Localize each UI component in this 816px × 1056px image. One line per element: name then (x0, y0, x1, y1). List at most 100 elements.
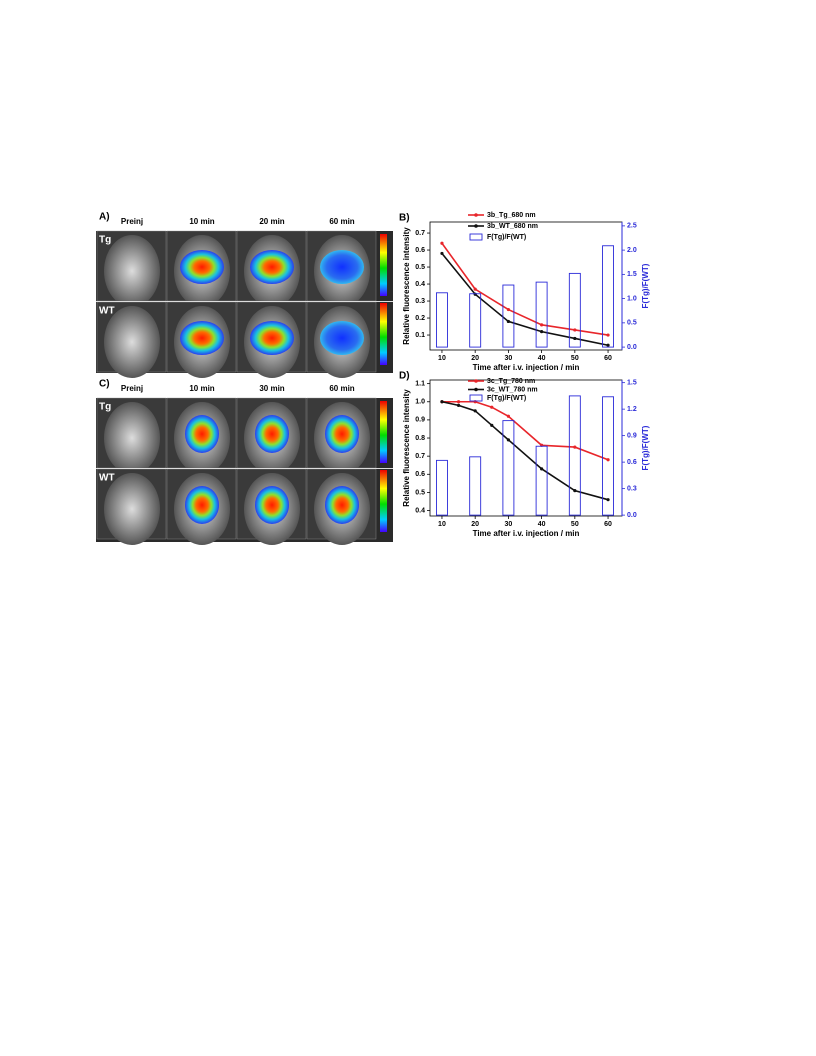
y-tick-label: 0.9 (415, 417, 425, 424)
colorbar (380, 234, 387, 296)
ratio-bar (568, 395, 581, 516)
signal (320, 321, 364, 355)
signal (250, 321, 294, 355)
data-point (573, 328, 577, 332)
legend-swatch (469, 394, 483, 402)
y2-tick-label: 0.3 (627, 485, 637, 492)
y-tick-label: 0.7 (415, 453, 425, 460)
row-label: WT (99, 306, 115, 317)
column-label: 60 min (329, 384, 354, 393)
signal (180, 250, 224, 284)
x-axis-title: Time after i.v. injection / min (473, 529, 580, 538)
signal (325, 486, 359, 524)
signal (255, 415, 289, 453)
x-tick-label: 30 (504, 355, 512, 362)
data-point (490, 423, 494, 427)
row-label: WT (99, 473, 115, 484)
signal (320, 250, 364, 284)
legend-marker (474, 213, 478, 217)
column-label: 10 min (189, 217, 214, 226)
x-tick-label: 20 (471, 355, 479, 362)
ratio-bar (502, 420, 515, 516)
data-point (573, 336, 577, 341)
ratio-bar (469, 456, 482, 516)
legend-label: 3c_WT_780 nm (487, 386, 538, 393)
data-point (440, 400, 444, 404)
y-tick-label: 0.4 (415, 507, 425, 514)
legend-swatch (469, 233, 483, 241)
y2-tick-label: 2.5 (627, 223, 637, 230)
colorbar (380, 401, 387, 463)
y-tick-label: 1.0 (415, 399, 425, 406)
panel-label: B) (399, 213, 410, 224)
data-point (606, 498, 610, 502)
y-tick-label: 0.7 (415, 230, 425, 237)
legend-label: 3b_Tg_680 nm (487, 212, 536, 219)
y2-tick-label: 1.2 (627, 406, 637, 413)
y-tick-label: 0.1 (415, 332, 425, 339)
y2-tick-label: 0.6 (627, 459, 637, 466)
y2-tick-label: 0.0 (627, 512, 637, 519)
ratio-bar (469, 293, 482, 348)
data-point (440, 251, 444, 256)
legend-label: F(Tg)/F(WT) (487, 234, 526, 241)
data-point (473, 287, 477, 291)
data-point (540, 323, 544, 327)
data-point (540, 467, 544, 471)
legend-label: F(Tg)/F(WT) (487, 395, 526, 402)
x-tick-label: 10 (438, 355, 446, 362)
y2-tick-label: 0.9 (627, 432, 637, 439)
y-tick-label: 0.6 (415, 247, 425, 254)
panel-label: D) (399, 371, 410, 382)
legend-label: 3b_WT_680 nm (487, 223, 538, 230)
x-tick-label: 10 (438, 521, 446, 528)
legend-marker (474, 387, 478, 392)
y-tick-label: 0.2 (415, 315, 425, 322)
data-point (440, 241, 444, 245)
y-tick-label: 0.5 (415, 264, 425, 271)
y-tick-label: 0.6 (415, 471, 425, 478)
column-label: 60 min (329, 217, 354, 226)
column-label: Preinj (121, 384, 143, 393)
y-tick-label: 0.3 (415, 298, 425, 305)
x-tick-label: 40 (538, 521, 546, 528)
legend-label: 3c_Tg_780 nm (487, 378, 535, 385)
ratio-bar (602, 245, 614, 348)
x-tick-label: 50 (571, 355, 579, 362)
y2-tick-label: 0.0 (627, 344, 637, 351)
y-tick-label: 0.8 (415, 435, 425, 442)
y2-tick-label: 0.5 (627, 320, 637, 327)
mouse-body (104, 402, 160, 474)
ratio-bar (602, 396, 614, 516)
legend-marker (474, 379, 478, 383)
series-line (441, 400, 609, 461)
signal (185, 486, 219, 524)
x-tick-label: 60 (604, 521, 612, 528)
row-label: Tg (99, 402, 111, 413)
y2-axis-title: F(Tg)/F(WT) (641, 425, 650, 470)
data-point (473, 409, 477, 413)
signal (255, 486, 289, 524)
signal (250, 250, 294, 284)
ratio-bar (535, 445, 548, 516)
x-tick-label: 30 (504, 521, 512, 528)
data-point (606, 458, 610, 462)
colorbar (380, 303, 387, 365)
x-tick-label: 40 (538, 355, 546, 362)
x-axis-title: Time after i.v. injection / min (473, 363, 580, 372)
y-tick-label: 1.1 (415, 380, 425, 387)
column-label: 20 min (259, 217, 284, 226)
x-tick-label: 50 (571, 521, 579, 528)
data-point (490, 405, 494, 409)
data-point (456, 403, 461, 407)
data-point (456, 400, 461, 404)
data-point (606, 333, 610, 337)
colorbar (380, 470, 387, 532)
plot-frame (429, 221, 623, 351)
y2-tick-label: 1.0 (627, 295, 637, 302)
ratio-bar (436, 292, 448, 348)
y2-axis-title: F(Tg)/F(WT) (641, 263, 650, 308)
y-tick-label: 0.4 (415, 281, 425, 288)
